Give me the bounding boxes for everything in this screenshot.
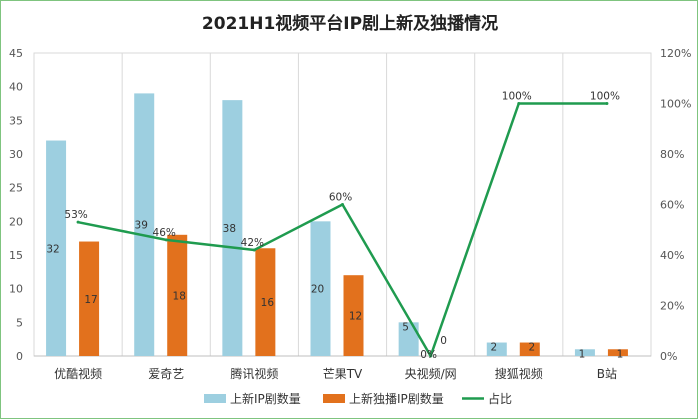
- ratio-point: [605, 102, 609, 105]
- left-axis: 0 5 10 15 20 25 30 35 40 45: [9, 47, 23, 363]
- right-tick-label: 80%: [660, 148, 684, 161]
- bar-new-ip: [574, 349, 595, 356]
- bar-exclusive-ip: [255, 248, 276, 356]
- left-tick-label: 40: [9, 81, 23, 94]
- left-tick-label: 30: [9, 148, 23, 161]
- category-label: 搜狐视频: [495, 366, 543, 381]
- bar-new-ip: [134, 93, 155, 357]
- left-tick-label: 25: [9, 182, 23, 195]
- ratio-label: 42%: [241, 237, 264, 249]
- grid: [33, 52, 652, 357]
- bar-new-ip-label: 5: [402, 321, 409, 333]
- bar-new-ip: [222, 100, 243, 356]
- ratio-label: 60%: [329, 192, 352, 204]
- right-tick-label: 20%: [660, 300, 684, 313]
- left-tick-label: 35: [9, 114, 23, 127]
- bar-exclusive-ip-label: 18: [173, 290, 186, 302]
- left-tick-label: 45: [9, 47, 23, 60]
- bar-exclusive-ip: [167, 234, 188, 356]
- category-labels: 优酷视频 爱奇艺 腾讯视频 芒果TV 央视频/网 搜狐视频 B站: [54, 366, 617, 381]
- bar-exclusive-ip: [343, 275, 364, 356]
- ratio-point: [76, 220, 80, 224]
- ratio-label: 0%: [420, 349, 437, 361]
- ratio-point: [517, 102, 521, 105]
- ratio-point: [252, 248, 256, 252]
- bar-exclusive-ip-label: 12: [349, 311, 362, 323]
- bar-exclusive-ip-label: 0: [440, 335, 447, 347]
- bar-new-ip: [310, 221, 331, 356]
- right-axis: 0% 20% 40% 60% 80% 100% 120%: [660, 47, 691, 363]
- bar-exclusive-ip: [607, 349, 628, 356]
- legend-label: 上新独播IP剧数量: [349, 391, 444, 406]
- left-tick-label: 5: [16, 316, 23, 329]
- data-labels: 32 17 39 18 38 16 20 12 5 0 2 2 1 1 53% 46% 42% 60% 0% 100%…: [46, 91, 623, 362]
- ratio-label: 100%: [502, 91, 532, 103]
- bars: [46, 93, 628, 357]
- bar-exclusive-ip-label: 1: [617, 348, 624, 360]
- legend-label: 上新IP剧数量: [230, 391, 301, 406]
- ratio-label: 53%: [64, 209, 87, 221]
- ratio-line: [76, 102, 609, 358]
- left-tick-label: 20: [9, 215, 23, 228]
- category-label: 芒果TV: [323, 366, 363, 381]
- category-label: 爱奇艺: [148, 367, 184, 381]
- ratio-label: 100%: [590, 91, 620, 103]
- bar-exclusive-ip-label: 16: [261, 297, 275, 309]
- bar-new-ip-label: 20: [311, 284, 324, 296]
- left-tick-label: 0: [16, 350, 23, 363]
- bar-new-ip-label: 1: [579, 348, 586, 360]
- bar-new-ip-label: 39: [135, 220, 148, 232]
- bar-new-ip-label: 32: [46, 243, 59, 255]
- bar-exclusive-ip: [519, 342, 540, 356]
- legend-swatch: [204, 394, 226, 403]
- ratio-label: 46%: [153, 227, 176, 239]
- category-label: 优酷视频: [54, 366, 102, 381]
- ratio-point: [341, 203, 344, 206]
- right-tick-label: 120%: [660, 47, 691, 60]
- ratio-point: [429, 354, 433, 358]
- category-label: 央视频/网: [405, 366, 457, 381]
- bar-new-ip-label: 38: [223, 223, 236, 235]
- category-label: B站: [597, 367, 617, 381]
- chart-title: 2021H1视频平台IP剧上新及独播情况: [202, 13, 498, 34]
- right-tick-label: 60%: [660, 199, 684, 212]
- bar-new-ip: [398, 322, 419, 356]
- left-tick-label: 15: [9, 249, 23, 262]
- category-label: 腾讯视频: [230, 366, 278, 381]
- bar-new-ip: [486, 342, 507, 356]
- right-tick-label: 100%: [660, 98, 691, 111]
- legend-swatch: [323, 394, 345, 403]
- bar-new-ip-label: 2: [490, 342, 497, 354]
- bar-exclusive-ip: [79, 241, 100, 356]
- bar-new-ip: [46, 140, 67, 356]
- ratio-point: [164, 238, 168, 242]
- bar-exclusive-ip-label: 2: [528, 342, 535, 354]
- right-tick-label: 0%: [660, 350, 677, 363]
- legend-label: 占比: [488, 391, 512, 406]
- left-tick-label: 10: [9, 283, 23, 296]
- legend: 上新IP剧数量 上新独播IP剧数量 占比: [204, 391, 512, 406]
- right-tick-label: 40%: [660, 249, 684, 262]
- bar-exclusive-ip-label: 17: [84, 294, 97, 306]
